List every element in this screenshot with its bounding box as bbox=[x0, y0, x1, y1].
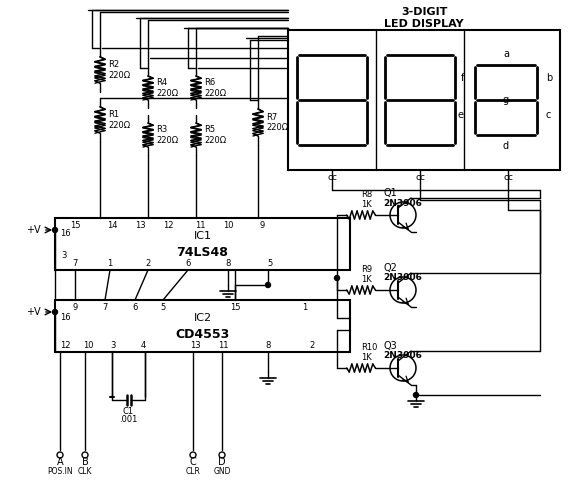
Text: .001: .001 bbox=[119, 416, 138, 425]
Text: R4
220Ω: R4 220Ω bbox=[156, 78, 178, 98]
Text: C: C bbox=[190, 457, 197, 467]
Text: IC1: IC1 bbox=[194, 231, 212, 241]
Text: 16: 16 bbox=[60, 229, 71, 238]
Text: f: f bbox=[461, 73, 464, 83]
Text: d: d bbox=[503, 141, 509, 151]
Text: 7: 7 bbox=[72, 258, 77, 267]
Text: R1
220Ω: R1 220Ω bbox=[108, 110, 130, 129]
Text: a: a bbox=[503, 49, 509, 59]
Text: 8: 8 bbox=[265, 340, 271, 350]
Bar bbox=[55, 300, 350, 352]
Text: R3
220Ω: R3 220Ω bbox=[156, 125, 178, 145]
Text: POS.IN: POS.IN bbox=[47, 468, 73, 477]
Text: C1: C1 bbox=[123, 408, 134, 417]
Text: 10: 10 bbox=[83, 340, 93, 350]
Text: +V: +V bbox=[27, 225, 41, 235]
Text: 3: 3 bbox=[61, 251, 66, 260]
Text: GND: GND bbox=[213, 468, 231, 477]
Text: c: c bbox=[546, 110, 551, 120]
Text: 5: 5 bbox=[160, 303, 166, 311]
Text: Q3: Q3 bbox=[383, 341, 397, 351]
Text: R10
1K: R10 1K bbox=[361, 343, 377, 362]
Circle shape bbox=[53, 228, 57, 233]
Circle shape bbox=[413, 392, 418, 397]
Text: 2N3906: 2N3906 bbox=[383, 198, 422, 207]
Text: 7: 7 bbox=[102, 303, 108, 311]
Text: 74LS48: 74LS48 bbox=[176, 246, 228, 258]
Text: 2: 2 bbox=[146, 258, 151, 267]
Circle shape bbox=[335, 275, 339, 281]
Text: IC2: IC2 bbox=[194, 313, 212, 323]
Text: R5
220Ω: R5 220Ω bbox=[204, 125, 226, 145]
Text: 16: 16 bbox=[60, 313, 71, 322]
Text: 14: 14 bbox=[107, 221, 117, 230]
Bar bbox=[288, 30, 560, 170]
Text: R6
220Ω: R6 220Ω bbox=[204, 78, 226, 98]
Text: e: e bbox=[458, 110, 464, 120]
Text: 6: 6 bbox=[132, 303, 138, 311]
Text: 15: 15 bbox=[229, 303, 240, 311]
Text: 9: 9 bbox=[72, 303, 77, 311]
Text: 1: 1 bbox=[108, 258, 113, 267]
Text: 10: 10 bbox=[223, 221, 234, 230]
Circle shape bbox=[265, 283, 271, 288]
Text: 2N3906: 2N3906 bbox=[383, 273, 422, 283]
Text: 5: 5 bbox=[268, 258, 273, 267]
Text: 13: 13 bbox=[135, 221, 145, 230]
Text: 4: 4 bbox=[140, 340, 146, 350]
Bar bbox=[55, 218, 350, 270]
Text: 15: 15 bbox=[70, 221, 80, 230]
Text: +V: +V bbox=[27, 307, 41, 317]
Text: 3-DIGIT: 3-DIGIT bbox=[401, 7, 447, 17]
Text: 1: 1 bbox=[302, 303, 307, 311]
Text: R2
220Ω: R2 220Ω bbox=[108, 61, 130, 80]
Text: g: g bbox=[503, 95, 509, 105]
Text: CD4553: CD4553 bbox=[175, 327, 229, 340]
Text: D: D bbox=[218, 457, 226, 467]
Text: R7
220Ω: R7 220Ω bbox=[266, 113, 288, 132]
Text: cc: cc bbox=[415, 174, 425, 183]
Text: 12: 12 bbox=[163, 221, 173, 230]
Text: 11: 11 bbox=[195, 221, 205, 230]
Text: CLR: CLR bbox=[186, 468, 201, 477]
Text: LED DISPLAY: LED DISPLAY bbox=[384, 19, 464, 29]
Text: R8
1K: R8 1K bbox=[361, 189, 372, 209]
Text: 9: 9 bbox=[260, 221, 265, 230]
Text: 13: 13 bbox=[190, 340, 201, 350]
Text: 11: 11 bbox=[218, 340, 228, 350]
Text: cc: cc bbox=[327, 174, 337, 183]
Circle shape bbox=[53, 310, 57, 314]
Text: 2: 2 bbox=[309, 340, 314, 350]
Text: 3: 3 bbox=[110, 340, 116, 350]
Text: Q1: Q1 bbox=[383, 188, 397, 198]
Text: b: b bbox=[546, 73, 552, 83]
Text: 12: 12 bbox=[60, 340, 71, 350]
Text: A: A bbox=[57, 457, 64, 467]
Text: Q2: Q2 bbox=[383, 263, 397, 273]
Text: 6: 6 bbox=[186, 258, 191, 267]
Text: CLK: CLK bbox=[78, 468, 92, 477]
Text: cc: cc bbox=[503, 174, 513, 183]
Text: B: B bbox=[81, 457, 88, 467]
Text: 2N3906: 2N3906 bbox=[383, 352, 422, 361]
Text: 8: 8 bbox=[225, 258, 231, 267]
Text: R9
1K: R9 1K bbox=[361, 264, 372, 284]
